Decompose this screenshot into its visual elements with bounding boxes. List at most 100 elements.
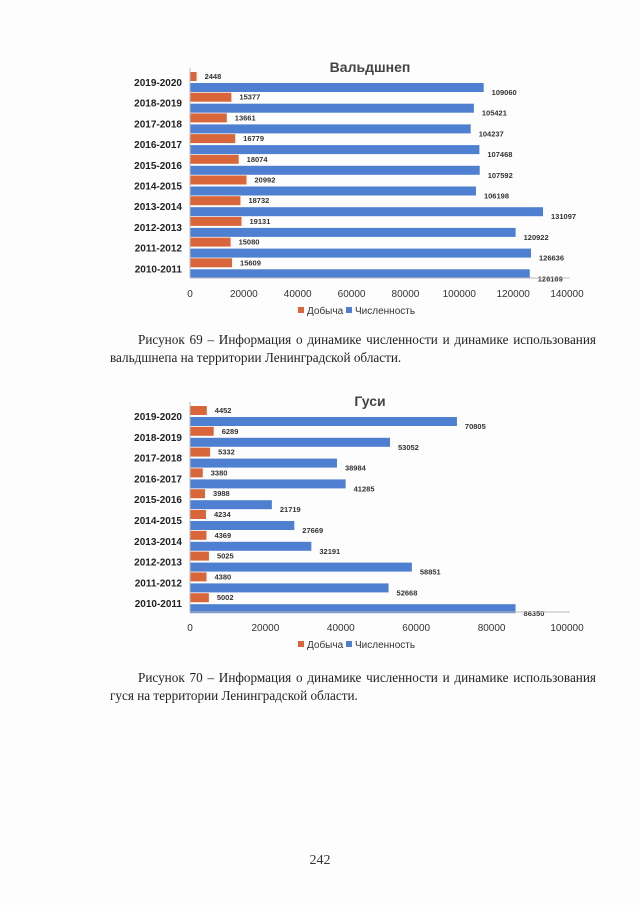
category-label: 2013-2014 [134, 202, 182, 213]
category-label: 2016-2017 [134, 474, 182, 485]
bar-dobycha [190, 175, 247, 185]
bar-dobycha [190, 426, 214, 436]
data-label: 109060 [492, 88, 517, 97]
bar-chislennost [190, 83, 484, 92]
bar-chislennost [190, 562, 412, 572]
data-label: 5002 [217, 593, 234, 602]
category-label: 2012-2013 [134, 558, 182, 569]
x-tick-label: 0 [187, 289, 193, 300]
bar-dobycha [190, 237, 231, 247]
data-label: 16779 [243, 134, 264, 143]
bar-dobycha [190, 447, 211, 457]
data-label: 6289 [222, 427, 239, 436]
data-label: 15609 [240, 258, 261, 267]
bar-dobycha [190, 196, 241, 206]
data-label: 106198 [484, 192, 509, 201]
data-label: 27669 [302, 526, 323, 535]
category-label: 2019-2020 [134, 412, 182, 423]
chart-title: Гуси [354, 393, 385, 409]
bar-chislennost [190, 207, 544, 217]
x-tick-label: 100000 [550, 623, 584, 634]
legend-label: Добыча [307, 639, 344, 651]
figure-caption-69: Рисунок 69 – Информация о динамике числе… [110, 332, 596, 365]
category-label: 2010-2011 [135, 264, 183, 275]
bar-chislennost [190, 437, 391, 447]
bar-chislennost [190, 479, 346, 489]
data-label: 126169 [538, 274, 563, 283]
bar-chislennost [190, 145, 480, 155]
bar-dobycha [190, 258, 233, 268]
category-label: 2015-2016 [134, 495, 182, 506]
bar-dobycha [190, 593, 209, 603]
data-label: 86350 [524, 609, 545, 618]
category-label: 2012-2013 [134, 223, 182, 234]
bar-dobycha [190, 468, 203, 478]
category-label: 2016-2017 [134, 140, 182, 151]
bar-dobycha [190, 134, 236, 144]
data-label: 5025 [217, 552, 234, 561]
legend-swatch [346, 641, 352, 647]
category-label: 2010-2011 [135, 599, 183, 610]
data-label: 104237 [479, 129, 504, 138]
legend-label: Численность [355, 306, 415, 317]
bar-dobycha [190, 572, 207, 582]
bar-dobycha [190, 489, 206, 499]
bar-chislennost [190, 269, 530, 279]
legend-swatch [298, 307, 304, 313]
bar-chislennost [190, 227, 516, 237]
x-tick-label: 80000 [392, 289, 420, 300]
x-tick-label: 20000 [230, 289, 258, 300]
data-label: 126636 [539, 254, 564, 263]
bar-chislennost [190, 521, 295, 530]
x-tick-label: 80000 [478, 623, 506, 634]
chart-valdshnep: Вальдшнеп 2019-2020 2448 109060 2018-2019 153… [134, 59, 584, 317]
data-label: 19131 [250, 217, 271, 226]
data-label: 21719 [280, 505, 301, 514]
bar-dobycha [190, 92, 232, 102]
data-label: 70805 [465, 422, 486, 431]
x-tick-label: 60000 [338, 289, 366, 300]
bar-dobycha [190, 72, 197, 81]
chart-title: Вальдшнеп [330, 59, 411, 75]
bar-chislennost [190, 541, 312, 551]
data-label: 3380 [211, 468, 228, 477]
data-label: 105421 [482, 109, 507, 118]
x-tick-label: 140000 [550, 289, 584, 300]
category-label: 2017-2018 [134, 119, 182, 130]
data-label: 38984 [345, 464, 367, 473]
data-label: 131097 [551, 212, 576, 221]
data-label: 5332 [218, 448, 235, 457]
x-tick-label: 20000 [251, 623, 279, 634]
category-label: 2011-2012 [135, 578, 183, 589]
data-label: 58851 [420, 568, 441, 577]
category-label: 2017-2018 [134, 454, 182, 465]
bar-chislennost [190, 103, 474, 113]
data-label: 15377 [239, 93, 260, 102]
bar-dobycha [190, 216, 242, 226]
legend-label: Численность [355, 640, 415, 651]
data-label: 107468 [487, 150, 512, 159]
bar-dobycha [190, 406, 207, 415]
legend-swatch [346, 307, 352, 313]
data-label: 18732 [248, 196, 269, 205]
data-label: 4452 [215, 406, 232, 415]
data-label: 32191 [319, 547, 340, 556]
bar-chislennost [190, 165, 480, 175]
data-label: 4234 [214, 510, 232, 519]
chart-gusi: Гуси 2019-2020 4452 70805 2018-2019 6289 53052… [134, 393, 584, 651]
category-label: 2013-2014 [134, 537, 182, 548]
bar-chislennost [190, 583, 389, 593]
data-label: 18074 [247, 155, 269, 164]
x-tick-label: 120000 [496, 289, 530, 300]
legend-swatch [298, 641, 304, 647]
bar-chislennost [190, 604, 516, 614]
data-label: 15080 [239, 238, 260, 247]
category-label: 2019-2020 [134, 78, 182, 89]
bar-chislennost [190, 458, 337, 468]
category-label: 2015-2016 [134, 161, 182, 172]
x-tick-label: 40000 [327, 623, 355, 634]
bar-chislennost [190, 248, 532, 258]
x-tick-label: 40000 [284, 289, 312, 300]
bar-dobycha [190, 154, 239, 164]
